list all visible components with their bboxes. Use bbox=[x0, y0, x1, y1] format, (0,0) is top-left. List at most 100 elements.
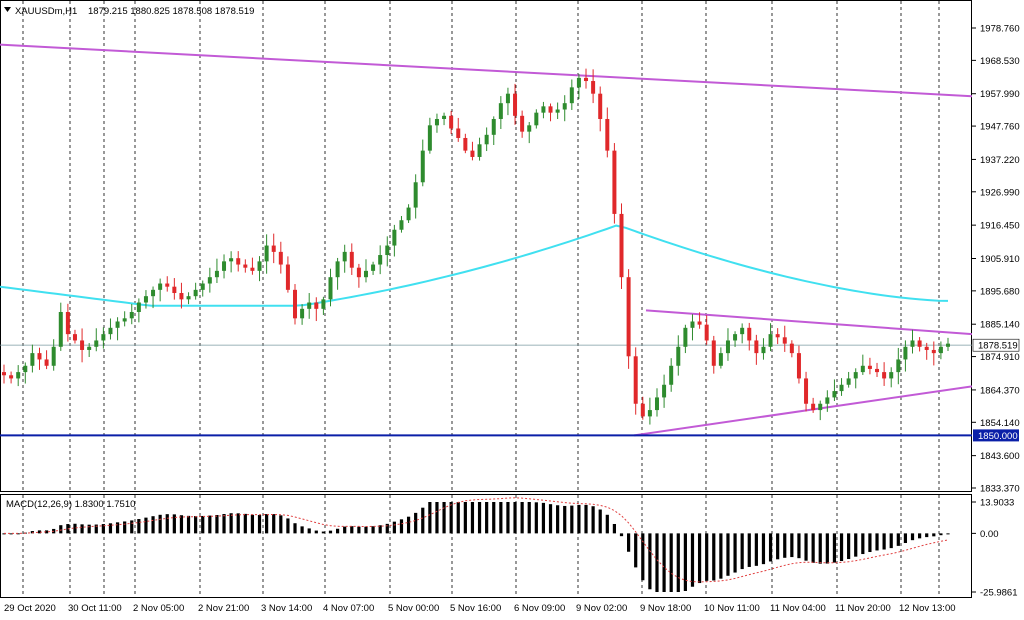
candle bbox=[307, 293, 312, 319]
candle bbox=[342, 244, 347, 273]
candle bbox=[385, 236, 390, 267]
macd-bar bbox=[889, 533, 893, 549]
price-tick-label: 1843.600 bbox=[980, 451, 1020, 462]
macd-bar bbox=[733, 533, 737, 573]
macd-bar bbox=[641, 533, 645, 581]
macd-bar bbox=[179, 515, 184, 534]
candle bbox=[80, 328, 85, 363]
candle bbox=[931, 341, 936, 366]
candle bbox=[129, 303, 134, 325]
candle bbox=[58, 302, 63, 351]
candle bbox=[172, 278, 177, 300]
candle bbox=[158, 278, 163, 302]
time-tick-label: 11 Nov 04:00 bbox=[770, 603, 826, 614]
resistance-trendline[interactable] bbox=[0, 43, 972, 98]
candle bbox=[832, 379, 837, 402]
price-axis[interactable]: 1978.760 1968.530 1957.990 1947.760 1937.220… bbox=[972, 24, 1020, 495]
candle bbox=[491, 116, 496, 146]
candle bbox=[434, 113, 439, 133]
macd-bar bbox=[896, 533, 900, 546]
macd-bar bbox=[832, 533, 837, 563]
price-tick-label: 1947.760 bbox=[980, 122, 1020, 133]
candle bbox=[477, 137, 482, 161]
macd-bar bbox=[492, 502, 496, 534]
macd-bar bbox=[747, 533, 751, 567]
candle bbox=[179, 282, 184, 309]
macd-bar bbox=[591, 506, 595, 534]
candle bbox=[718, 347, 723, 369]
candle bbox=[619, 203, 624, 289]
macd-bar bbox=[797, 533, 801, 559]
macd-bar bbox=[222, 514, 226, 534]
macd-label: MACD(12,26,9) 1.8300 1.7510 bbox=[6, 499, 135, 510]
candle bbox=[285, 256, 290, 293]
macd-bar bbox=[861, 533, 865, 555]
candle bbox=[640, 396, 645, 420]
candle bbox=[896, 347, 901, 385]
macd-bar bbox=[847, 533, 851, 560]
macd-bar bbox=[463, 502, 467, 534]
macd-bar bbox=[293, 523, 297, 534]
macd-bar bbox=[719, 533, 723, 579]
macd-bar bbox=[854, 533, 858, 557]
candle bbox=[520, 110, 525, 138]
candle bbox=[399, 215, 404, 233]
macd-bar bbox=[115, 522, 120, 534]
macd-bar bbox=[818, 533, 822, 564]
level-price-badge: 1850.000 bbox=[973, 429, 1019, 442]
macd-bar bbox=[605, 514, 609, 534]
macd-bar bbox=[9, 533, 13, 535]
macd-bar bbox=[825, 533, 829, 564]
macd-bar bbox=[598, 509, 602, 534]
time-axis[interactable]: 29 Oct 2020 30 Oct 11:00 2 Nov 05:00 2 Nov … bbox=[4, 603, 956, 614]
macd-bar bbox=[186, 515, 191, 534]
triangle-lower-trendline[interactable] bbox=[633, 385, 972, 437]
macd-bar bbox=[442, 502, 446, 534]
macd-bar bbox=[236, 513, 240, 534]
candle bbox=[151, 286, 156, 309]
candle bbox=[669, 358, 674, 392]
macd-bar bbox=[811, 533, 815, 563]
macd-bar bbox=[335, 528, 340, 534]
candle bbox=[449, 110, 454, 135]
candle bbox=[775, 328, 780, 345]
current-price-badge: 1878.519 bbox=[972, 338, 1020, 352]
triangle-down-icon[interactable] bbox=[4, 7, 11, 12]
candle bbox=[513, 83, 518, 125]
price-tick-label: 1957.990 bbox=[980, 89, 1020, 100]
macd-bar bbox=[563, 505, 567, 534]
candle bbox=[108, 318, 113, 340]
macd-bar bbox=[80, 524, 84, 534]
macd-bar bbox=[123, 521, 127, 534]
macd-bar bbox=[627, 533, 631, 552]
candle bbox=[754, 334, 759, 365]
candle bbox=[768, 323, 773, 352]
macd-bar bbox=[286, 518, 290, 534]
time-tick-label: 5 Nov 00:00 bbox=[388, 603, 439, 614]
triangle-upper-trendline[interactable] bbox=[645, 309, 972, 336]
candle bbox=[87, 343, 92, 357]
candle bbox=[406, 204, 411, 223]
candle bbox=[278, 241, 283, 274]
candle bbox=[612, 143, 617, 224]
candle bbox=[825, 390, 830, 412]
candle bbox=[200, 280, 205, 297]
price-tick-label: 1926.990 bbox=[980, 187, 1020, 198]
macd-bar bbox=[414, 512, 418, 534]
candle bbox=[903, 340, 908, 372]
candle bbox=[647, 397, 652, 425]
candle bbox=[846, 371, 851, 388]
macd-bar bbox=[16, 533, 20, 535]
candle bbox=[690, 314, 695, 341]
macd-bar bbox=[932, 533, 936, 537]
candle bbox=[207, 267, 212, 293]
candle bbox=[662, 374, 667, 408]
macd-bar bbox=[449, 502, 453, 534]
macd-bar bbox=[229, 513, 233, 534]
macd-bar bbox=[470, 502, 475, 534]
macd-bar bbox=[272, 514, 276, 534]
time-tick-label: 11 Nov 20:00 bbox=[835, 603, 891, 614]
macd-bar bbox=[676, 533, 680, 592]
candle bbox=[740, 323, 745, 344]
